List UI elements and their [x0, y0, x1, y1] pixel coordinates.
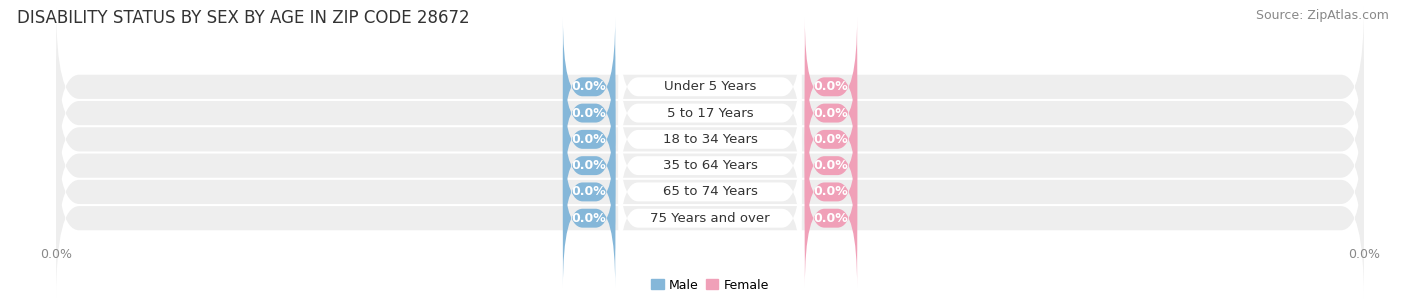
FancyBboxPatch shape: [804, 70, 858, 209]
FancyBboxPatch shape: [56, 7, 1364, 167]
Text: 0.0%: 0.0%: [572, 106, 606, 120]
FancyBboxPatch shape: [804, 149, 858, 288]
FancyBboxPatch shape: [804, 17, 858, 156]
Legend: Male, Female: Male, Female: [647, 274, 773, 296]
Text: 0.0%: 0.0%: [572, 80, 606, 93]
FancyBboxPatch shape: [56, 59, 1364, 219]
Text: 0.0%: 0.0%: [814, 185, 848, 199]
FancyBboxPatch shape: [562, 149, 616, 288]
FancyBboxPatch shape: [619, 44, 801, 182]
FancyBboxPatch shape: [804, 96, 858, 235]
FancyBboxPatch shape: [562, 17, 616, 156]
Text: Under 5 Years: Under 5 Years: [664, 80, 756, 93]
FancyBboxPatch shape: [56, 138, 1364, 298]
FancyBboxPatch shape: [804, 44, 858, 182]
FancyBboxPatch shape: [56, 33, 1364, 193]
Text: DISABILITY STATUS BY SEX BY AGE IN ZIP CODE 28672: DISABILITY STATUS BY SEX BY AGE IN ZIP C…: [17, 9, 470, 27]
FancyBboxPatch shape: [619, 70, 801, 209]
Text: Source: ZipAtlas.com: Source: ZipAtlas.com: [1256, 9, 1389, 22]
Text: 35 to 64 Years: 35 to 64 Years: [662, 159, 758, 172]
FancyBboxPatch shape: [562, 44, 616, 182]
Text: 0.0%: 0.0%: [814, 159, 848, 172]
Text: 0.0%: 0.0%: [572, 212, 606, 225]
FancyBboxPatch shape: [619, 123, 801, 261]
Text: 0.0%: 0.0%: [814, 212, 848, 225]
Text: 75 Years and over: 75 Years and over: [650, 212, 770, 225]
Text: 0.0%: 0.0%: [572, 185, 606, 199]
Text: 0.0%: 0.0%: [572, 159, 606, 172]
Text: 0.0%: 0.0%: [814, 133, 848, 146]
FancyBboxPatch shape: [619, 96, 801, 235]
Text: 0.0%: 0.0%: [572, 133, 606, 146]
FancyBboxPatch shape: [56, 112, 1364, 272]
FancyBboxPatch shape: [619, 17, 801, 156]
Text: 65 to 74 Years: 65 to 74 Years: [662, 185, 758, 199]
Text: 5 to 17 Years: 5 to 17 Years: [666, 106, 754, 120]
FancyBboxPatch shape: [804, 123, 858, 261]
FancyBboxPatch shape: [562, 70, 616, 209]
Text: 18 to 34 Years: 18 to 34 Years: [662, 133, 758, 146]
FancyBboxPatch shape: [619, 149, 801, 288]
FancyBboxPatch shape: [56, 86, 1364, 246]
FancyBboxPatch shape: [562, 96, 616, 235]
FancyBboxPatch shape: [562, 123, 616, 261]
Text: 0.0%: 0.0%: [814, 80, 848, 93]
Text: 0.0%: 0.0%: [814, 106, 848, 120]
